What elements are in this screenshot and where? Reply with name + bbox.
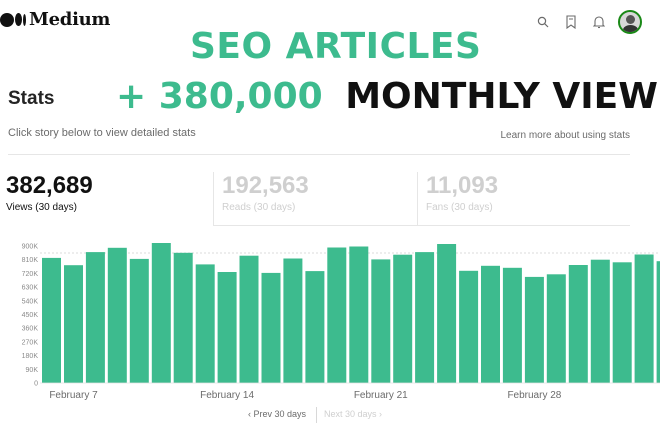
divider: [8, 154, 630, 155]
y-tick-label: 270K: [22, 339, 39, 346]
chart-bar[interactable]: [195, 264, 215, 383]
y-tick-label: 630K: [22, 285, 39, 292]
metric-fans[interactable]: 11,093 Fans (30 days): [417, 172, 630, 226]
chart-bar[interactable]: [656, 261, 660, 383]
x-tick-label: February 14: [200, 390, 254, 401]
y-tick-label: 0: [34, 381, 38, 388]
chart-bar[interactable]: [524, 276, 544, 383]
chart-bar[interactable]: [437, 244, 457, 383]
banner-subtitle: + 380,000 MONTHLY VIEW: [116, 76, 658, 117]
avatar[interactable]: [618, 10, 642, 34]
learn-more-link[interactable]: Learn more about using stats: [500, 130, 630, 141]
chart-bar[interactable]: [85, 252, 105, 383]
chart-bar[interactable]: [481, 265, 500, 383]
metric-views-label: Views (30 days): [6, 202, 77, 213]
x-tick-label: February 21: [354, 390, 408, 401]
y-tick-label: 360K: [22, 326, 39, 333]
x-tick-label: February 28: [507, 390, 561, 401]
x-tick-label: February 7: [49, 390, 98, 401]
page-title: Stats: [8, 88, 55, 109]
chart-bar[interactable]: [283, 258, 303, 384]
page-subtitle: Click story below to view detailed stats: [8, 127, 196, 139]
medium-logo-icon: [0, 12, 26, 27]
chart-bar[interactable]: [151, 243, 171, 383]
y-tick-label: 900K: [22, 244, 39, 251]
bell-icon[interactable]: [592, 15, 606, 29]
chart-bar[interactable]: [393, 254, 413, 383]
chart-bar[interactable]: [129, 258, 149, 383]
chart-bar[interactable]: [371, 259, 391, 383]
metric-reads-value: 192,563: [222, 172, 309, 199]
metric-fans-value: 11,093: [426, 172, 499, 199]
y-tick-label: 720K: [22, 271, 39, 278]
prev-30-days-button[interactable]: ‹ Prev 30 days: [248, 409, 307, 419]
chart-bar[interactable]: [173, 252, 193, 383]
chart-bar[interactable]: [612, 262, 632, 383]
y-tick-label: 180K: [22, 353, 39, 360]
y-tick-label: 540K: [22, 298, 39, 305]
chart-bar[interactable]: [546, 274, 566, 383]
chart-bar[interactable]: [42, 257, 61, 383]
y-tick-label: 450K: [22, 312, 39, 319]
bookmark-icon[interactable]: [564, 15, 578, 29]
chart-bar[interactable]: [217, 272, 237, 383]
chart-bar[interactable]: [349, 246, 369, 384]
chart-bar[interactable]: [459, 270, 479, 383]
metric-fans-label: Fans (30 days): [426, 202, 493, 213]
top-navbar: Medium: [0, 0, 660, 42]
chart-bar[interactable]: [568, 265, 588, 383]
chart-bar[interactable]: [64, 265, 83, 383]
banner-number: 380,000: [158, 76, 323, 117]
metric-views-value: 382,689: [6, 172, 93, 199]
chart-bar[interactable]: [261, 272, 281, 383]
y-tick-label: 810K: [22, 257, 39, 264]
banner-title: SEO ARTICLES: [190, 26, 482, 67]
next-30-days-button: Next 30 days ›: [324, 409, 383, 419]
chart-bar[interactable]: [590, 259, 610, 383]
header-actions: [522, 10, 642, 34]
chart-bar[interactable]: [634, 254, 654, 384]
logo-text: Medium: [29, 9, 111, 30]
pager: ‹ Prev 30 days Next 30 days ›: [0, 407, 660, 423]
search-icon[interactable]: [536, 15, 550, 29]
metric-views[interactable]: 382,689 Views (30 days): [6, 172, 212, 226]
chart-bar[interactable]: [305, 271, 325, 383]
metric-reads-label: Reads (30 days): [222, 202, 296, 213]
banner-plus: +: [116, 76, 147, 117]
banner-text: MONTHLY VIEW: [345, 76, 658, 117]
y-tick-label: 90K: [26, 367, 39, 374]
chart-bar[interactable]: [107, 247, 127, 383]
chart-bar[interactable]: [239, 255, 259, 383]
views-bar-chart: 0 90K 180K 270K 360K 450K 540K 630K 720K 810K 900K…: [22, 243, 660, 401]
chart-bar[interactable]: [502, 267, 522, 383]
chart-bar[interactable]: [327, 247, 347, 384]
medium-logo[interactable]: Medium: [0, 9, 110, 30]
metric-reads[interactable]: 192,563 Reads (30 days): [213, 172, 417, 226]
chart-bar[interactable]: [415, 252, 435, 383]
pager-separator: [316, 407, 317, 423]
